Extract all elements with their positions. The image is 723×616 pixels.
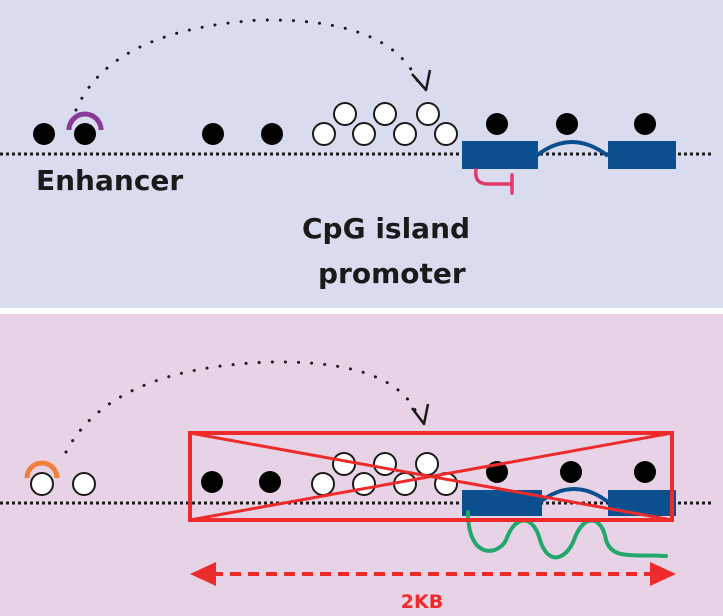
- top-cpg-methylated: [556, 113, 578, 135]
- top-looping-arrow: [74, 18, 420, 112]
- bottom-cpg-unmethylated: [415, 452, 439, 476]
- distance-label: 2KB: [401, 591, 443, 613]
- bottom-arrowhead-icon: [411, 403, 430, 426]
- top-exon-2: [608, 141, 676, 169]
- bottom-cpg-unmethylated: [352, 472, 376, 496]
- deletion-box: [188, 431, 674, 522]
- promoter-label-line1: CpG island: [302, 212, 470, 245]
- top-cpg-methylated: [74, 123, 96, 145]
- top-cpg-unmethylated: [393, 122, 417, 146]
- top-intron: [534, 140, 610, 158]
- bottom-cpg-unmethylated: [72, 472, 96, 496]
- bottom-cpg-unmethylated: [332, 452, 356, 476]
- enhancer-label: Enhancer: [36, 164, 183, 197]
- bottom-cpg-unmethylated: [30, 472, 54, 496]
- top-cpg-methylated: [202, 123, 224, 145]
- bottom-exon-2: [608, 490, 676, 516]
- panel-divider: [0, 308, 723, 314]
- top-cpg-unmethylated: [373, 102, 397, 126]
- top-cpg-methylated: [486, 113, 508, 135]
- top-cpg-unmethylated: [352, 122, 376, 146]
- promoter-label-line2: promoter: [318, 257, 466, 290]
- top-activator-arc-icon: [66, 111, 104, 131]
- top-cpg-island-cluster: [312, 102, 458, 146]
- bottom-activator-arc-icon: [24, 460, 60, 479]
- bottom-cpg-methylated: [201, 471, 223, 493]
- bottom-cpg-unmethylated: [311, 472, 335, 496]
- bottom-cpg-methylated: [560, 461, 582, 483]
- top-cpg-unmethylated: [434, 122, 458, 146]
- top-arrowhead-icon: [411, 69, 432, 92]
- top-repressed-transcript-icon: [474, 168, 514, 195]
- top-cpg-methylated: [634, 113, 656, 135]
- bottom-transcript-wave-icon: [466, 510, 668, 560]
- bottom-cpg-methylated: [634, 461, 656, 483]
- distance-arrowhead-left-icon: [190, 562, 216, 586]
- distance-arrowhead-right-icon: [650, 562, 676, 586]
- top-cpg-methylated: [33, 123, 55, 145]
- bottom-cpg-unmethylated: [373, 452, 397, 476]
- top-cpg-unmethylated: [416, 102, 440, 126]
- top-cpg-methylated: [261, 123, 283, 145]
- top-exon-1: [462, 141, 538, 169]
- top-cpg-unmethylated: [312, 122, 336, 146]
- top-cpg-unmethylated: [333, 102, 357, 126]
- bottom-cpg-methylated: [259, 471, 281, 493]
- deletion-cross-line-2: [189, 431, 673, 522]
